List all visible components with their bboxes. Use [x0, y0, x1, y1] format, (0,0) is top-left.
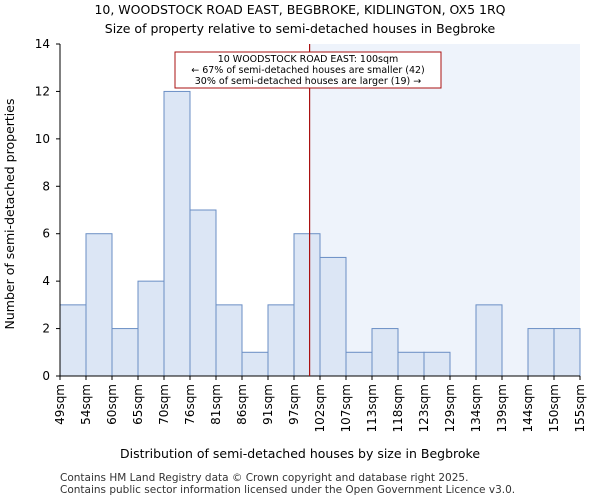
x-tick-label: 91sqm: [261, 384, 275, 425]
x-tick-label: 81sqm: [209, 384, 223, 425]
bar-107sqm: [345, 351, 373, 377]
x-tick-label: 139sqm: [495, 384, 509, 432]
bar-144sqm: [527, 328, 555, 377]
annotation-line-2: ← 67% of semi-detached houses are smalle…: [191, 65, 425, 76]
x-tick-label: 150sqm: [547, 384, 561, 432]
bar-97sqm: [293, 233, 321, 377]
chart-title: 10, WOODSTOCK ROAD EAST, BEGBROKE, KIDLI…: [94, 2, 505, 17]
x-tick-label: 86sqm: [235, 384, 249, 425]
bar-102sqm: [319, 256, 347, 377]
bar-49sqm: [59, 304, 87, 377]
larger-region-shade: [309, 44, 580, 376]
bars: [59, 90, 581, 377]
y-tick-label: 2: [42, 322, 50, 336]
annotation-line-1: 10 WOODSTOCK ROAD EAST: 100sqm: [218, 54, 399, 65]
y-tick-label: 6: [42, 227, 50, 241]
annotation-line-3: 30% of semi-detached houses are larger (…: [195, 76, 422, 87]
bar-54sqm: [85, 233, 113, 377]
bar-81sqm: [215, 304, 243, 377]
shade-rect: [309, 44, 580, 376]
x-tick-label: 144sqm: [521, 384, 535, 432]
x-tick-label: 155sqm: [573, 384, 587, 432]
chart-subtitle: Size of property relative to semi-detach…: [105, 21, 496, 36]
x-tick-label: 102sqm: [313, 384, 327, 432]
bar-113sqm: [371, 328, 399, 377]
y-tick-label: 10: [35, 132, 50, 146]
x-tick-label: 118sqm: [391, 384, 405, 432]
x-tick-label: 76sqm: [183, 384, 197, 425]
x-axis-label: Distribution of semi-detached houses by …: [120, 446, 480, 461]
x-tick-label: 97sqm: [287, 384, 301, 425]
y-axis-label: Number of semi-detached properties: [2, 99, 17, 330]
y-tick-label: 8: [42, 179, 50, 193]
annotation-box: 10 WOODSTOCK ROAD EAST: 100sqm ← 67% of …: [174, 51, 442, 89]
bar-70sqm: [163, 90, 191, 377]
x-tick-label: 49sqm: [53, 384, 67, 425]
x-tick-label: 113sqm: [365, 384, 379, 432]
x-tick-label: 70sqm: [157, 384, 171, 425]
annotation-frame: [174, 51, 442, 89]
y-ticks: 0 2 4 6 8 10 12 14: [35, 37, 60, 383]
x-tick-label: 134sqm: [469, 384, 483, 432]
x-ticks: 49sqm 54sqm 60sqm 65sqm 70sqm 76sqm 81sqm 86sqm…: [53, 376, 587, 432]
x-tick-label: 123sqm: [417, 384, 431, 432]
bar-60sqm: [111, 328, 139, 377]
y-tick-label: 0: [42, 369, 50, 383]
bar-123sqm: [423, 351, 451, 377]
footer-line-2: Contains public sector information licen…: [60, 484, 515, 496]
x-tick-label: 54sqm: [79, 384, 93, 425]
bar-86sqm: [241, 351, 269, 377]
y-tick-label: 4: [42, 274, 50, 288]
bar-118sqm: [397, 351, 425, 377]
footer-line-1: Contains HM Land Registry data © Crown c…: [60, 472, 468, 484]
x-tick-label: 65sqm: [131, 384, 145, 425]
x-tick-label: 60sqm: [105, 384, 119, 425]
y-tick-label: 14: [35, 37, 50, 51]
y-tick-label: 12: [35, 84, 50, 98]
bar-91sqm: [267, 304, 295, 377]
bar-150sqm: [553, 328, 581, 377]
bar-76sqm: [189, 209, 217, 377]
bar-65sqm: [137, 280, 165, 377]
bar-134sqm: [475, 304, 503, 377]
x-tick-label: 129sqm: [443, 384, 457, 432]
x-tick-label: 107sqm: [339, 384, 353, 432]
